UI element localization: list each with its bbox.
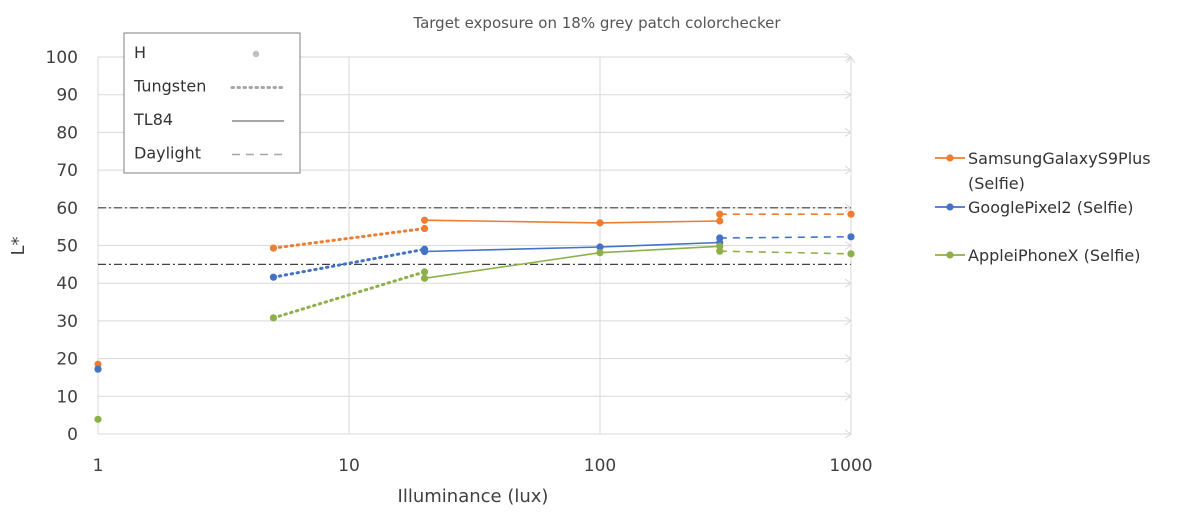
reference-lines (98, 207, 851, 265)
x-tick-label: 100 (584, 456, 616, 476)
data-point-google-tl84 (596, 243, 604, 251)
y-tick-label: 80 (56, 123, 78, 143)
series-layer (94, 210, 855, 423)
data-point-samsung-tl84 (716, 217, 724, 225)
y-tick-label: 90 (56, 86, 78, 106)
y-tick-label: 60 (56, 199, 78, 219)
data-point-samsung-tungsten (269, 244, 278, 252)
data-point-apple-tl84 (596, 249, 604, 257)
illuminant-legend-label: Daylight (134, 144, 201, 163)
device-legend-label-google: GooglePixel2 (Selfie) (968, 198, 1134, 217)
data-point-google-h (94, 365, 102, 373)
device-legend: SamsungGalaxyS9Plus (Selfie) GooglePixel2 … (935, 149, 1151, 265)
data-point-apple-h (94, 415, 102, 423)
device-legend-marker-samsung (946, 154, 954, 162)
series-line-google-tungsten (271, 247, 427, 279)
data-point-apple-tungsten (420, 268, 429, 276)
x-tick-label: 1 (93, 456, 104, 476)
series-line-apple-daylight (719, 250, 852, 255)
y-tick-label: 10 (56, 387, 78, 407)
y-tick-label: 0 (67, 425, 78, 445)
illuminant-legend-label: H (134, 43, 146, 62)
illuminant-legend-box (123, 32, 301, 174)
illuminant-legend-label: TL84 (133, 110, 173, 129)
device-legend-marker-apple (946, 251, 954, 259)
series-samsung (94, 210, 855, 368)
series-line-google-daylight (719, 236, 852, 239)
data-point-samsung-tl84 (596, 219, 604, 227)
data-point-samsung-daylight (716, 210, 724, 218)
series-google (94, 233, 855, 373)
grid-arrow-top (846, 56, 856, 64)
illuminant-legend: H Tungsten TL84 Daylight (123, 32, 301, 174)
device-legend-marker-google (946, 203, 954, 211)
data-point-apple-tl84 (420, 274, 429, 282)
y-tick-label: 20 (56, 350, 78, 370)
data-point-google-daylight (847, 233, 855, 241)
series-apple (94, 242, 855, 423)
data-point-google-daylight (716, 234, 724, 242)
series-line-samsung-tl84 (424, 219, 720, 224)
y-tick-label: 40 (56, 274, 78, 294)
y-tick-label: 100 (46, 48, 78, 68)
series-line-apple-tungsten (271, 270, 427, 320)
y-axis-title: L* (8, 236, 29, 255)
x-axis-ticks: 1 10 100 1000 (93, 456, 873, 476)
x-tick-label: 10 (338, 456, 360, 476)
y-tick-label: 30 (56, 312, 78, 332)
device-legend-label-samsung: (Selfie) (968, 174, 1025, 193)
y-tick-label: 70 (56, 161, 78, 181)
legend-marker-swatch (252, 50, 260, 58)
data-point-google-tl84 (420, 247, 429, 256)
y-tick-label: 50 (56, 237, 78, 257)
data-point-apple-tungsten (269, 314, 278, 322)
data-point-apple-daylight (716, 247, 724, 255)
device-legend-label-samsung: SamsungGalaxyS9Plus (968, 149, 1151, 168)
illuminant-legend-label: Tungsten (133, 77, 206, 96)
series-line-google-tl84 (424, 241, 720, 253)
data-point-google-tungsten (269, 273, 278, 281)
data-point-samsung-daylight (847, 210, 855, 218)
device-legend-label-apple: AppleiPhoneX (Selfie) (968, 246, 1140, 265)
series-line-samsung-tungsten (271, 227, 427, 250)
x-tick-label: 1000 (829, 456, 872, 476)
data-point-samsung-tl84 (420, 216, 429, 224)
data-point-samsung-tungsten (420, 224, 429, 233)
chart-title: Target exposure on 18% grey patch colorc… (412, 14, 781, 32)
y-axis-ticks: 0 10 20 30 40 50 60 70 80 90 100 (46, 48, 78, 445)
data-point-apple-daylight (847, 250, 855, 258)
x-axis-title: Illuminance (lux) (398, 486, 549, 507)
